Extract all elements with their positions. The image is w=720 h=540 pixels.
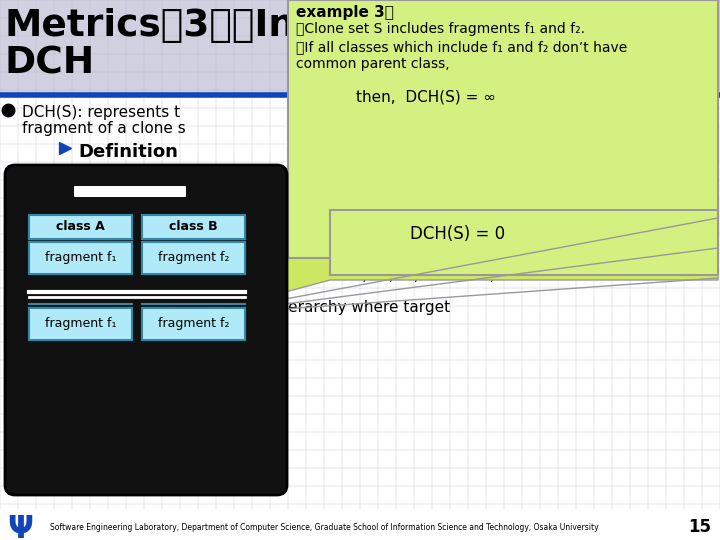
Text: fragment f₁, f₂, ⋯, fₙ: fragment f₁, f₂, ⋯, fₙ xyxy=(283,193,438,208)
Text: fragment f₁: fragment f₁ xyxy=(45,318,116,330)
FancyBboxPatch shape xyxy=(0,510,720,540)
Text: Definition: Definition xyxy=(78,143,178,161)
Text: $\{D(C_1, C_p),\ \cdots,\ D(C_n, C_p)\}$: $\{D(C_1, C_p),\ \cdots,\ D(C_n, C_p)\}$ xyxy=(295,168,507,192)
FancyBboxPatch shape xyxy=(288,0,718,258)
Text: class A: class A xyxy=(56,220,105,233)
FancyBboxPatch shape xyxy=(29,242,132,274)
FancyBboxPatch shape xyxy=(0,0,720,95)
Text: red for only the class hierarchy where target: red for only the class hierarchy where t… xyxy=(108,300,450,315)
Text: class Cᵢ: class Cᵢ xyxy=(283,210,339,225)
Text: 15: 15 xyxy=(688,518,711,536)
Text: then,  DCH(S) = ∞: then, DCH(S) = ∞ xyxy=(356,90,496,105)
Text: Software Engineering Laboratory, Department of Computer Science, Graduate School: Software Engineering Laboratory, Departm… xyxy=(50,523,598,531)
Text: common parent class,: common parent class, xyxy=(296,57,449,71)
FancyBboxPatch shape xyxy=(142,308,245,340)
Text: t: t xyxy=(692,8,710,44)
Text: DCH(S) = 0: DCH(S) = 0 xyxy=(410,225,505,243)
Text: example 3：: example 3： xyxy=(296,5,394,20)
FancyBboxPatch shape xyxy=(0,0,720,510)
FancyBboxPatch shape xyxy=(330,210,718,275)
Text: fragment of a clone s: fragment of a clone s xyxy=(22,121,186,136)
FancyBboxPatch shape xyxy=(142,215,245,239)
FancyBboxPatch shape xyxy=(142,242,245,274)
Text: DCH: DCH xyxy=(5,46,95,82)
Text: ・If all classes which include f₁ and f₂ don’t have: ・If all classes which include f₁ and f₂ … xyxy=(296,40,627,54)
Text: class B: class B xyxy=(169,220,218,233)
Text: Metrics（3）：Inher: Metrics（3）：Inher xyxy=(5,8,366,44)
FancyBboxPatch shape xyxy=(29,308,132,340)
Text: fragment f₁: fragment f₁ xyxy=(45,252,116,265)
FancyBboxPatch shape xyxy=(29,215,132,239)
Text: ・Clone set S includes fragments f₁ and f₂.: ・Clone set S includes fragments f₁ and f… xyxy=(296,22,585,36)
Polygon shape xyxy=(200,218,718,315)
Text: class of C₁, C₂, ⋯, Cₙ exists, the value of: class of C₁, C₂, ⋯, Cₙ exists, the value… xyxy=(283,268,591,283)
FancyBboxPatch shape xyxy=(74,186,186,197)
Text: Ψ: Ψ xyxy=(7,516,33,540)
Text: fragment f₂: fragment f₂ xyxy=(158,318,229,330)
Text: DCH(S): represents t: DCH(S): represents t xyxy=(22,105,180,120)
Text: hich locates lowest position in C₁, C₂, ⋯, Cₙ: hich locates lowest position in C₁, C₂, … xyxy=(283,227,613,242)
Text: fragment f₂: fragment f₂ xyxy=(158,252,229,265)
Text: software exists.: software exists. xyxy=(108,320,246,335)
FancyBboxPatch shape xyxy=(5,165,287,495)
